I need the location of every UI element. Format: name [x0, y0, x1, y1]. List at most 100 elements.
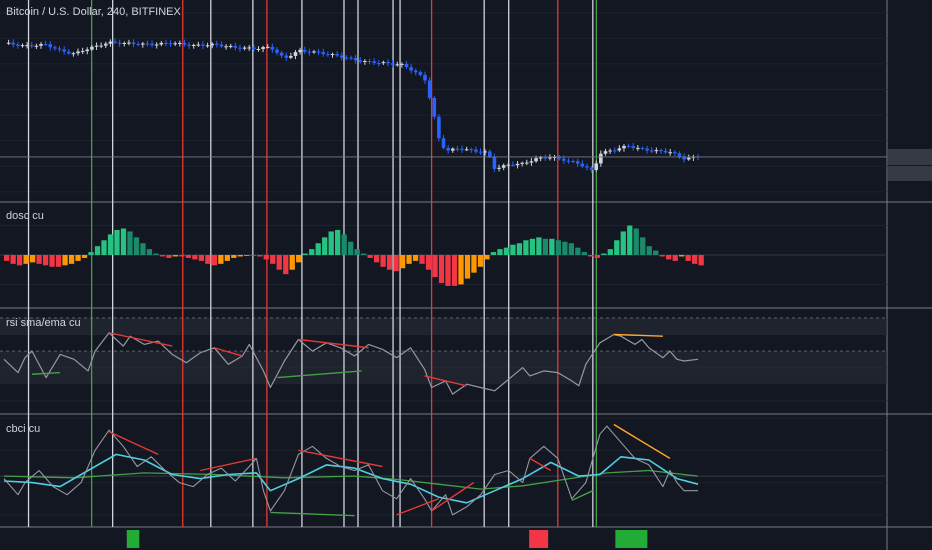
candle-body — [617, 148, 622, 151]
candle-body — [228, 45, 233, 47]
osc-bar — [250, 255, 256, 256]
candle-body — [460, 148, 464, 150]
candle-body — [413, 70, 418, 73]
time-axis-layer[interactable] — [126, 530, 648, 548]
osc-bar — [270, 255, 276, 264]
candle-body — [386, 62, 390, 64]
osc-bar — [4, 255, 10, 261]
candle-body — [659, 150, 663, 152]
osc-bar — [75, 255, 81, 261]
osc-bar — [23, 255, 29, 264]
osc-bar — [503, 247, 510, 255]
osc-bar — [477, 255, 484, 267]
candle-body — [43, 44, 48, 46]
osc-bar — [81, 255, 88, 258]
last-price-tag — [888, 148, 932, 165]
candle-body — [238, 47, 242, 49]
osc-bar — [419, 255, 425, 264]
candle-body — [11, 42, 16, 45]
candle-body — [525, 162, 529, 164]
candle-body — [90, 46, 94, 50]
osc-bar — [42, 255, 49, 266]
osc-bar — [607, 249, 613, 255]
osc-bar — [646, 246, 652, 255]
candle-body — [178, 42, 182, 44]
candle-body — [390, 63, 395, 65]
cbci-divergence-line — [571, 490, 594, 502]
candle-body — [358, 60, 363, 62]
time-highlight-box — [126, 530, 140, 548]
osc-bar — [549, 238, 555, 255]
osc-bar — [568, 243, 574, 255]
candle-body — [557, 156, 561, 159]
osc-bar — [464, 255, 471, 279]
candle-body — [372, 61, 376, 64]
candle-body — [589, 167, 594, 170]
cbci-fast-line — [3, 453, 699, 504]
candle-body — [270, 46, 275, 50]
candle-body — [492, 156, 497, 169]
osc-bar — [672, 255, 678, 261]
osc-bar — [55, 255, 62, 267]
osc-bar — [237, 255, 243, 257]
cbci-divergence-line — [200, 457, 257, 472]
osc-bar — [29, 255, 36, 263]
candle-body — [427, 80, 432, 98]
candle-body — [298, 49, 302, 53]
osc-bar — [425, 255, 432, 270]
candle-body — [395, 64, 400, 66]
series-layer — [0, 38, 887, 517]
candle-body — [404, 63, 409, 68]
cbci-divergence-line — [613, 423, 671, 459]
osc-bar — [211, 255, 217, 266]
candle-body — [677, 153, 682, 157]
osc-bar — [484, 255, 490, 260]
candle-body — [483, 151, 487, 153]
osc-bar — [231, 255, 237, 258]
osc-bar — [516, 243, 523, 255]
candle-body — [487, 151, 492, 157]
osc-bar — [133, 237, 140, 255]
osc-bar — [49, 255, 55, 267]
osc-bar — [510, 244, 516, 255]
candle-body — [339, 55, 344, 58]
osc-bar — [471, 255, 477, 273]
candle-body — [349, 57, 353, 59]
candle-body — [256, 48, 261, 50]
candle-body — [501, 165, 506, 168]
osc-bar — [10, 255, 16, 264]
osc-bar — [153, 253, 159, 255]
candle-body — [446, 147, 450, 151]
candle-body — [474, 149, 478, 152]
candle-body — [566, 160, 571, 162]
osc-bar — [653, 250, 659, 255]
candle-body — [215, 43, 219, 45]
osc-bar — [127, 231, 133, 255]
candle-body — [113, 41, 117, 43]
osc-bar — [601, 253, 607, 255]
candle-body — [330, 54, 335, 56]
candle-body — [455, 148, 460, 150]
osc-bar — [399, 255, 406, 269]
candle-body — [275, 49, 279, 53]
candle-body — [626, 145, 631, 147]
candle-body — [136, 44, 140, 46]
candle-body — [543, 157, 548, 159]
candle-body — [20, 45, 25, 47]
osc-bar — [354, 249, 360, 255]
candle-body — [603, 151, 608, 154]
candle-body — [302, 49, 307, 52]
price-axis-layer[interactable] — [888, 148, 932, 181]
candle-body — [534, 158, 538, 162]
osc-bar — [575, 247, 581, 255]
candle-body — [649, 150, 654, 152]
candle-body — [182, 42, 187, 45]
osc-bar — [166, 255, 172, 258]
candle-body — [344, 57, 349, 59]
candle-body — [279, 52, 284, 56]
candle-body — [99, 45, 103, 47]
candle-body — [562, 158, 566, 161]
pane-title-cbci: cbci cu — [6, 423, 40, 435]
osc-bar — [107, 234, 114, 255]
